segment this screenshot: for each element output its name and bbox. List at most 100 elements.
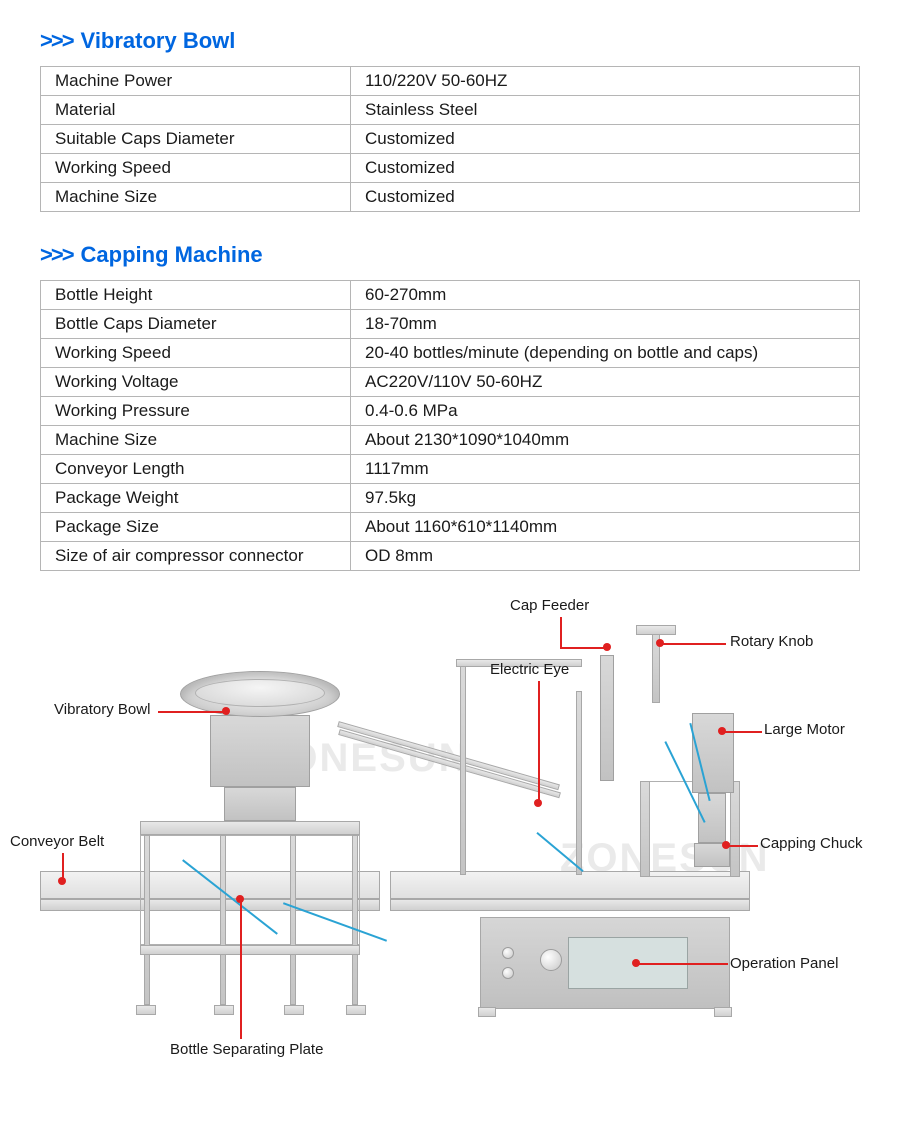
frame-leg [290,835,296,1005]
leader [560,647,606,649]
spec-key: Conveyor Length [41,455,351,484]
spec-val: Stainless Steel [351,96,860,125]
foot [714,1007,732,1017]
foot [284,1005,304,1015]
spec-val: AC220V/110V 50-60HZ [351,368,860,397]
table-row: MaterialStainless Steel [41,96,860,125]
callout-operation-panel: Operation Panel [730,955,838,972]
spec-key: Working Voltage [41,368,351,397]
chevron-icon: >>> [40,28,73,54]
table-row: Bottle Caps Diameter18-70mm [41,310,860,339]
spec-key: Bottle Height [41,281,351,310]
table-row: Machine Power110/220V 50-60HZ [41,67,860,96]
mid-post [460,661,466,875]
leader [638,963,728,965]
leader-dot [722,841,730,849]
table-row: Bottle Height60-270mm [41,281,860,310]
machine-illustration [100,721,820,1021]
spec-val: 60-270mm [351,281,860,310]
leader-dot [632,959,640,967]
spec-val: 110/220V 50-60HZ [351,67,860,96]
table-row: Working Speed20-40 bottles/minute (depen… [41,339,860,368]
section-title: Vibratory Bowl [81,28,236,54]
table-row: Machine SizeAbout 2130*1090*1040mm [41,426,860,455]
spec-key: Working Pressure [41,397,351,426]
spec-val: 20-40 bottles/minute (depending on bottl… [351,339,860,368]
leader-dot [58,877,66,885]
spec-val: About 1160*610*1140mm [351,513,860,542]
bowl-base [210,715,310,787]
foot [136,1005,156,1015]
spec-val: 18-70mm [351,310,860,339]
spec-key: Bottle Caps Diameter [41,310,351,339]
foot [478,1007,496,1017]
leader-dot [222,707,230,715]
leader-dot [534,799,542,807]
spec-key: Machine Power [41,67,351,96]
leader [62,853,64,879]
foot [346,1005,366,1015]
mid-post [576,691,582,875]
cap-feeder-icon [600,655,614,781]
callout-cap-feeder: Cap Feeder [510,597,589,614]
bowl-col [224,787,296,821]
frame-cage [140,835,360,945]
machine-diagram: ZONESUN ZONESUN [40,601,860,1081]
table-row: Package Weight97.5kg [41,484,860,513]
cap-chute [338,729,561,798]
spec-key: Working Speed [41,339,351,368]
callout-electric-eye: Electric Eye [490,661,569,678]
leader [724,731,762,733]
leader-dot [603,643,611,651]
leader [560,617,562,647]
spec-key: Material [41,96,351,125]
table-row: Working VoltageAC220V/110V 50-60HZ [41,368,860,397]
callout-rotary-knob: Rotary Knob [730,633,813,650]
spec-val: Customized [351,125,860,154]
spec-val: Customized [351,183,860,212]
foot [214,1005,234,1015]
callout-large-motor: Large Motor [764,721,845,738]
spec-val: About 2130*1090*1040mm [351,426,860,455]
spec-table-vibratory: Machine Power110/220V 50-60HZ MaterialSt… [40,66,860,212]
callout-capping-chuck: Capping Chuck [760,835,863,852]
leader [240,901,242,1039]
frame-leg [144,835,150,1005]
spec-key: Size of air compressor connector [41,542,351,571]
cap-chute [337,721,560,790]
leader [662,643,726,645]
leader-dot [656,639,664,647]
leader [538,681,540,801]
spec-key: Suitable Caps Diameter [41,125,351,154]
callout-vibratory-bowl: Vibratory Bowl [54,701,150,718]
spec-key: Machine Size [41,426,351,455]
chevron-icon: >>> [40,242,73,268]
table-row: Machine SizeCustomized [41,183,860,212]
section-title: Capping Machine [81,242,263,268]
table-row: Conveyor Length1117mm [41,455,860,484]
table-row: Package SizeAbout 1160*610*1140mm [41,513,860,542]
section-header-capping: >>> Capping Machine [40,242,860,268]
table-row: Suitable Caps DiameterCustomized [41,125,860,154]
leader-dot [718,727,726,735]
callout-bottle-sep-plate: Bottle Separating Plate [170,1041,323,1058]
rotary-knob-icon [636,625,676,635]
table-row: Working SpeedCustomized [41,154,860,183]
leader [158,711,224,713]
spec-table-capping: Bottle Height60-270mm Bottle Caps Diamet… [40,280,860,571]
spec-key: Package Weight [41,484,351,513]
frame-top [140,821,360,835]
section-header-vibratory: >>> Vibratory Bowl [40,28,860,54]
gauge-icon [540,949,562,971]
conveyor-rail-right [390,899,750,911]
spec-val: 0.4-0.6 MPa [351,397,860,426]
frame-leg [220,835,226,1005]
capping-post [640,781,650,877]
spec-key: Working Speed [41,154,351,183]
spec-val: OD 8mm [351,542,860,571]
leader-dot [236,895,244,903]
frame-brace [140,945,360,955]
callout-conveyor-belt: Conveyor Belt [10,833,104,850]
spec-val: Customized [351,154,860,183]
button-icon [502,967,514,979]
